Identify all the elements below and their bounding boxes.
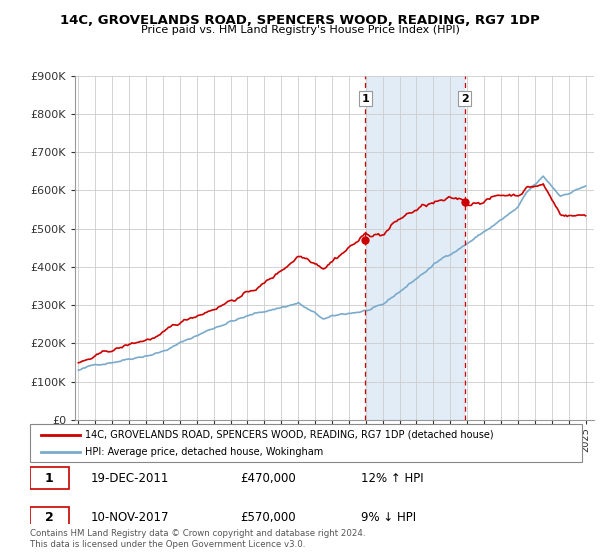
Text: 1: 1 bbox=[361, 94, 369, 104]
Text: 19-DEC-2011: 19-DEC-2011 bbox=[91, 472, 169, 485]
Text: HPI: Average price, detached house, Wokingham: HPI: Average price, detached house, Woki… bbox=[85, 447, 323, 458]
Text: Price paid vs. HM Land Registry's House Price Index (HPI): Price paid vs. HM Land Registry's House … bbox=[140, 25, 460, 35]
FancyBboxPatch shape bbox=[30, 507, 68, 529]
FancyBboxPatch shape bbox=[30, 424, 582, 462]
Text: 1: 1 bbox=[45, 472, 53, 485]
Text: 9% ↓ HPI: 9% ↓ HPI bbox=[361, 511, 416, 524]
Text: £470,000: £470,000 bbox=[240, 472, 296, 485]
Text: 10-NOV-2017: 10-NOV-2017 bbox=[91, 511, 169, 524]
Text: 2: 2 bbox=[461, 94, 469, 104]
Text: 14C, GROVELANDS ROAD, SPENCERS WOOD, READING, RG7 1DP (detached house): 14C, GROVELANDS ROAD, SPENCERS WOOD, REA… bbox=[85, 430, 494, 440]
Text: 12% ↑ HPI: 12% ↑ HPI bbox=[361, 472, 424, 485]
Text: 2: 2 bbox=[45, 511, 53, 524]
Text: £570,000: £570,000 bbox=[240, 511, 295, 524]
Text: Contains HM Land Registry data © Crown copyright and database right 2024.
This d: Contains HM Land Registry data © Crown c… bbox=[30, 529, 365, 549]
Text: 14C, GROVELANDS ROAD, SPENCERS WOOD, READING, RG7 1DP: 14C, GROVELANDS ROAD, SPENCERS WOOD, REA… bbox=[60, 14, 540, 27]
FancyBboxPatch shape bbox=[30, 467, 68, 489]
